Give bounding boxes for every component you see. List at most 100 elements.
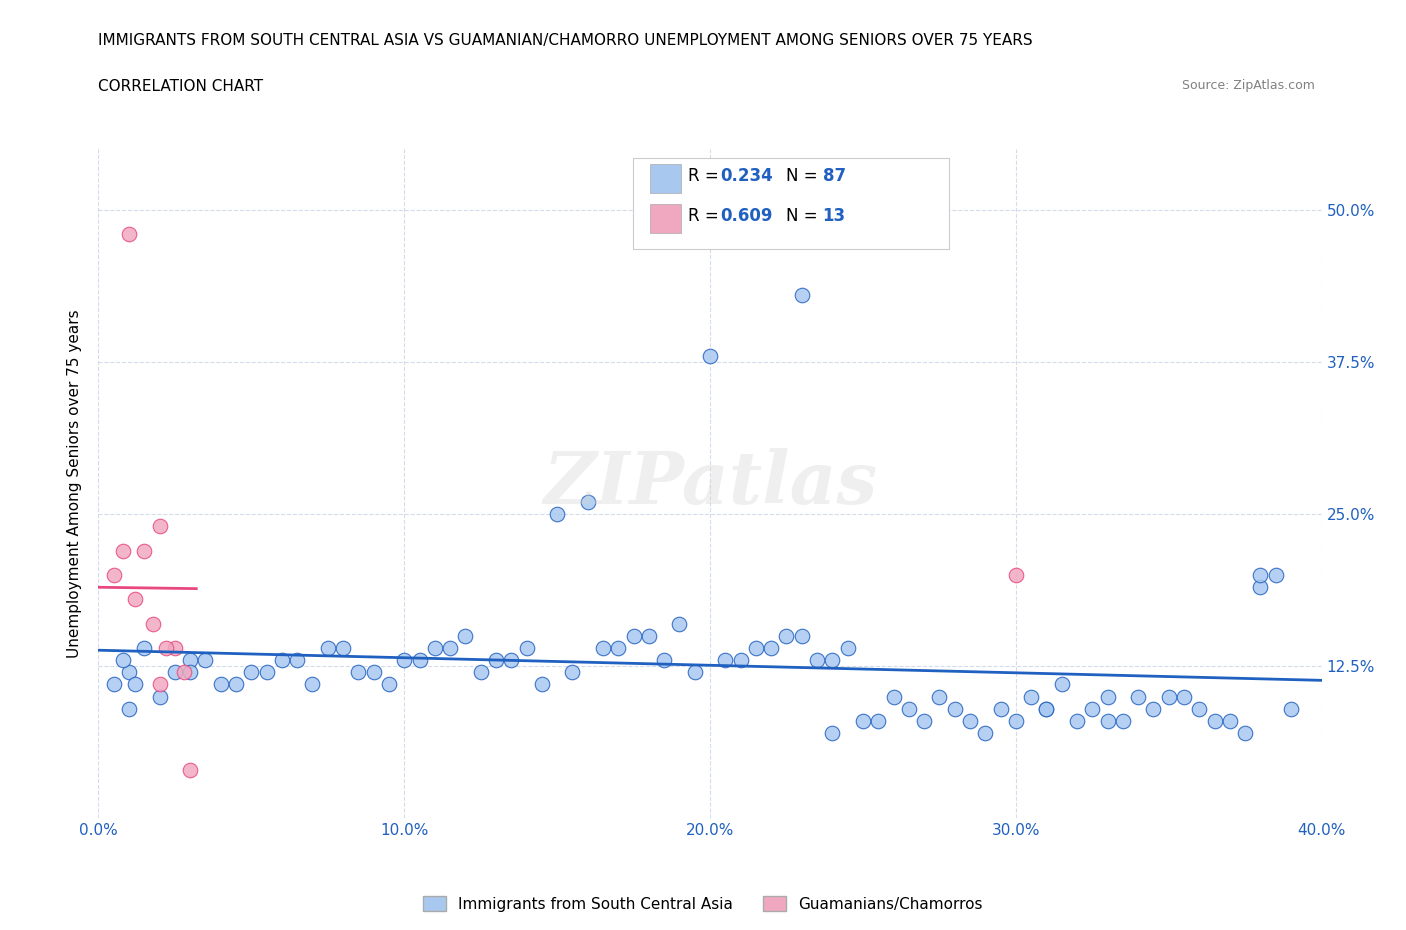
Point (821, 653, 844, 668)
Point (225, 677, 247, 692)
Text: 0.609: 0.609 (720, 206, 772, 225)
Point (103, 677, 125, 692)
Point (730, 653, 752, 668)
Point (301, 677, 323, 692)
Text: ZIPatlas: ZIPatlas (543, 448, 877, 519)
Point (990, 701, 1012, 716)
Point (1050, 677, 1073, 692)
Point (179, 653, 201, 668)
Point (118, 701, 141, 716)
Point (1128, 689, 1150, 704)
Point (103, 567, 125, 582)
Point (1249, 579, 1271, 594)
Point (1112, 713, 1135, 728)
Point (149, 689, 172, 704)
Point (1219, 713, 1241, 728)
Point (897, 701, 920, 716)
Text: 0.234: 0.234 (720, 166, 773, 185)
Point (1188, 701, 1211, 716)
Point (332, 641, 354, 656)
Point (194, 653, 217, 668)
Point (1019, 689, 1042, 704)
Point (1204, 713, 1226, 728)
Point (1097, 713, 1119, 728)
Point (163, 641, 186, 656)
Point (149, 677, 172, 692)
Point (974, 725, 997, 740)
Point (111, 543, 134, 558)
Point (240, 665, 263, 680)
Text: R =: R = (688, 206, 724, 225)
Point (485, 653, 508, 668)
Point (111, 653, 134, 668)
Point (378, 677, 401, 692)
Point (363, 665, 385, 680)
Point (607, 641, 630, 656)
Point (124, 677, 146, 692)
Point (347, 665, 370, 680)
Point (576, 495, 599, 510)
Text: IMMIGRANTS FROM SOUTH CENTRAL ASIA VS GUAMANIAN/CHAMORRO UNEMPLOYMENT AMONG SENI: IMMIGRANTS FROM SOUTH CENTRAL ASIA VS GU… (98, 33, 1033, 47)
Point (623, 629, 645, 644)
Point (1249, 567, 1271, 582)
Point (912, 713, 935, 728)
Point (470, 665, 492, 680)
Point (790, 287, 813, 302)
Point (270, 653, 292, 668)
Point (124, 591, 146, 606)
Point (699, 349, 721, 364)
Point (714, 653, 737, 668)
Point (546, 507, 568, 522)
Point (928, 689, 950, 704)
Point (118, 665, 141, 680)
Point (134, 543, 156, 558)
Point (745, 641, 768, 656)
Point (1097, 689, 1119, 704)
Point (868, 713, 890, 728)
Point (1142, 701, 1164, 716)
Point (439, 641, 461, 656)
Point (1157, 689, 1180, 704)
Point (1264, 567, 1286, 582)
Point (285, 653, 308, 668)
Text: CORRELATION CHART: CORRELATION CHART (98, 79, 263, 94)
Point (852, 713, 875, 728)
Point (592, 641, 614, 656)
Point (149, 519, 172, 534)
Point (806, 653, 828, 668)
Text: 87: 87 (823, 166, 845, 185)
Point (943, 701, 966, 716)
Point (1004, 713, 1026, 728)
Text: R =: R = (688, 166, 724, 185)
Point (179, 763, 201, 777)
Point (1081, 701, 1104, 716)
Point (501, 653, 523, 668)
Legend: Immigrants from South Central Asia, Guamanians/Chamorros: Immigrants from South Central Asia, Guam… (416, 889, 990, 918)
Point (516, 641, 538, 656)
Point (1279, 701, 1302, 716)
Point (179, 665, 201, 680)
Point (173, 665, 195, 680)
Point (1035, 701, 1057, 716)
Text: N =: N = (786, 166, 823, 185)
Point (790, 629, 813, 644)
Point (256, 665, 278, 680)
Point (775, 629, 797, 644)
Point (423, 641, 446, 656)
Text: Source: ZipAtlas.com: Source: ZipAtlas.com (1181, 79, 1315, 92)
Point (1066, 713, 1088, 728)
Text: N =: N = (786, 206, 823, 225)
Point (959, 713, 981, 728)
Point (155, 641, 177, 656)
Point (683, 665, 706, 680)
Point (134, 641, 156, 656)
Point (1004, 567, 1026, 582)
Point (561, 665, 583, 680)
Point (530, 677, 553, 692)
Point (1234, 725, 1257, 740)
Point (408, 653, 430, 668)
Point (652, 653, 675, 668)
Text: 13: 13 (823, 206, 845, 225)
Point (837, 641, 859, 656)
Point (316, 641, 339, 656)
